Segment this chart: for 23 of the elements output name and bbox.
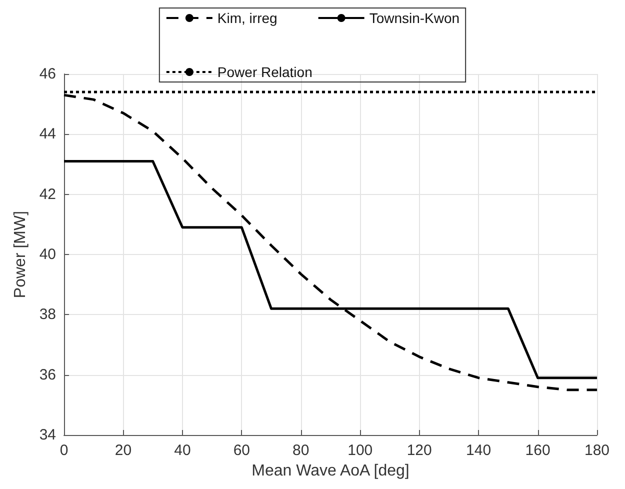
x-tick-label: 100 xyxy=(348,442,373,459)
legend-label: Kim, irreg xyxy=(217,10,278,26)
x-tick-label: 60 xyxy=(233,442,250,459)
x-tick-label: 120 xyxy=(406,442,432,459)
y-tick-label: 46 xyxy=(39,66,56,82)
x-tick-label: 40 xyxy=(174,442,191,459)
y-axis-title: Power [MW] xyxy=(12,210,29,298)
x-tick-label: 180 xyxy=(584,442,610,459)
x-tick-label: 80 xyxy=(292,442,310,459)
x-tick-label: 0 xyxy=(60,442,68,459)
line-series xyxy=(62,94,598,392)
x-tick-label: 140 xyxy=(466,442,492,459)
y-tick-label: 42 xyxy=(39,186,56,203)
y-tick-label: 44 xyxy=(39,126,56,143)
x-tick-label: 20 xyxy=(114,442,132,459)
x-axis-title: Mean Wave AoA [deg] xyxy=(252,462,410,480)
y-tick-label: 38 xyxy=(39,306,56,324)
legend-label: Townsin-Kwon xyxy=(369,10,460,26)
y-tick-label: 40 xyxy=(39,246,56,263)
y-tick-label: 34 xyxy=(39,426,56,444)
x-tick-label: 160 xyxy=(525,442,550,459)
legend-label: Power Relation xyxy=(217,64,312,80)
y-tick-label: 36 xyxy=(39,366,56,384)
